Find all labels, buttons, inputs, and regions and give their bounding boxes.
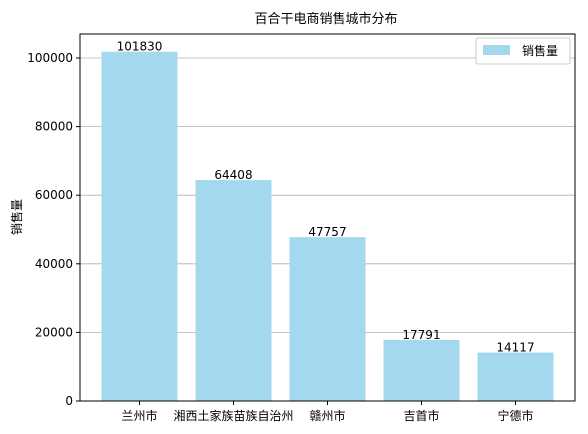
y-tick-label: 100000 xyxy=(27,51,73,65)
y-tick-label: 0 xyxy=(65,394,73,408)
y-axis-label: 销售量 xyxy=(9,199,24,235)
x-axis-ticks: 兰州市 湘西土家族苗族自治州 赣州市 吉首市 宁德市 xyxy=(121,401,534,423)
legend-label: 销售量 xyxy=(522,43,558,58)
legend-box xyxy=(475,37,571,65)
x-tick-label: 湘西土家族苗族自治州 xyxy=(173,408,293,423)
x-tick-label: 吉首市 xyxy=(403,408,439,423)
chart-title: 百合干电商销售城市分布 xyxy=(254,11,397,27)
bar xyxy=(383,339,460,401)
legend: 销售量 xyxy=(475,37,571,65)
bar-value-label: 47757 xyxy=(308,225,346,239)
bars xyxy=(101,51,554,402)
bar-value-label: 101830 xyxy=(117,40,163,54)
bar xyxy=(289,237,366,401)
bar-value-label: 14117 xyxy=(496,341,534,355)
y-tick-label: 80000 xyxy=(35,120,73,134)
bar xyxy=(101,51,178,402)
bar-value-labels: 101830 64408 47757 17791 14117 xyxy=(117,40,535,355)
x-tick-label: 兰州市 xyxy=(121,408,157,423)
x-tick-label: 宁德市 xyxy=(497,408,533,423)
bar xyxy=(195,180,272,401)
y-tick-label: 40000 xyxy=(35,257,73,271)
bar-value-label: 17791 xyxy=(402,328,440,342)
x-tick-label: 赣州市 xyxy=(309,408,345,423)
y-axis-ticks: 0 20000 40000 60000 80000 100000 xyxy=(27,51,80,408)
y-tick-label: 20000 xyxy=(35,325,73,339)
legend-swatch xyxy=(483,45,510,55)
bar xyxy=(477,352,554,401)
bar-value-label: 64408 xyxy=(214,168,252,182)
y-tick-label: 60000 xyxy=(35,188,73,202)
